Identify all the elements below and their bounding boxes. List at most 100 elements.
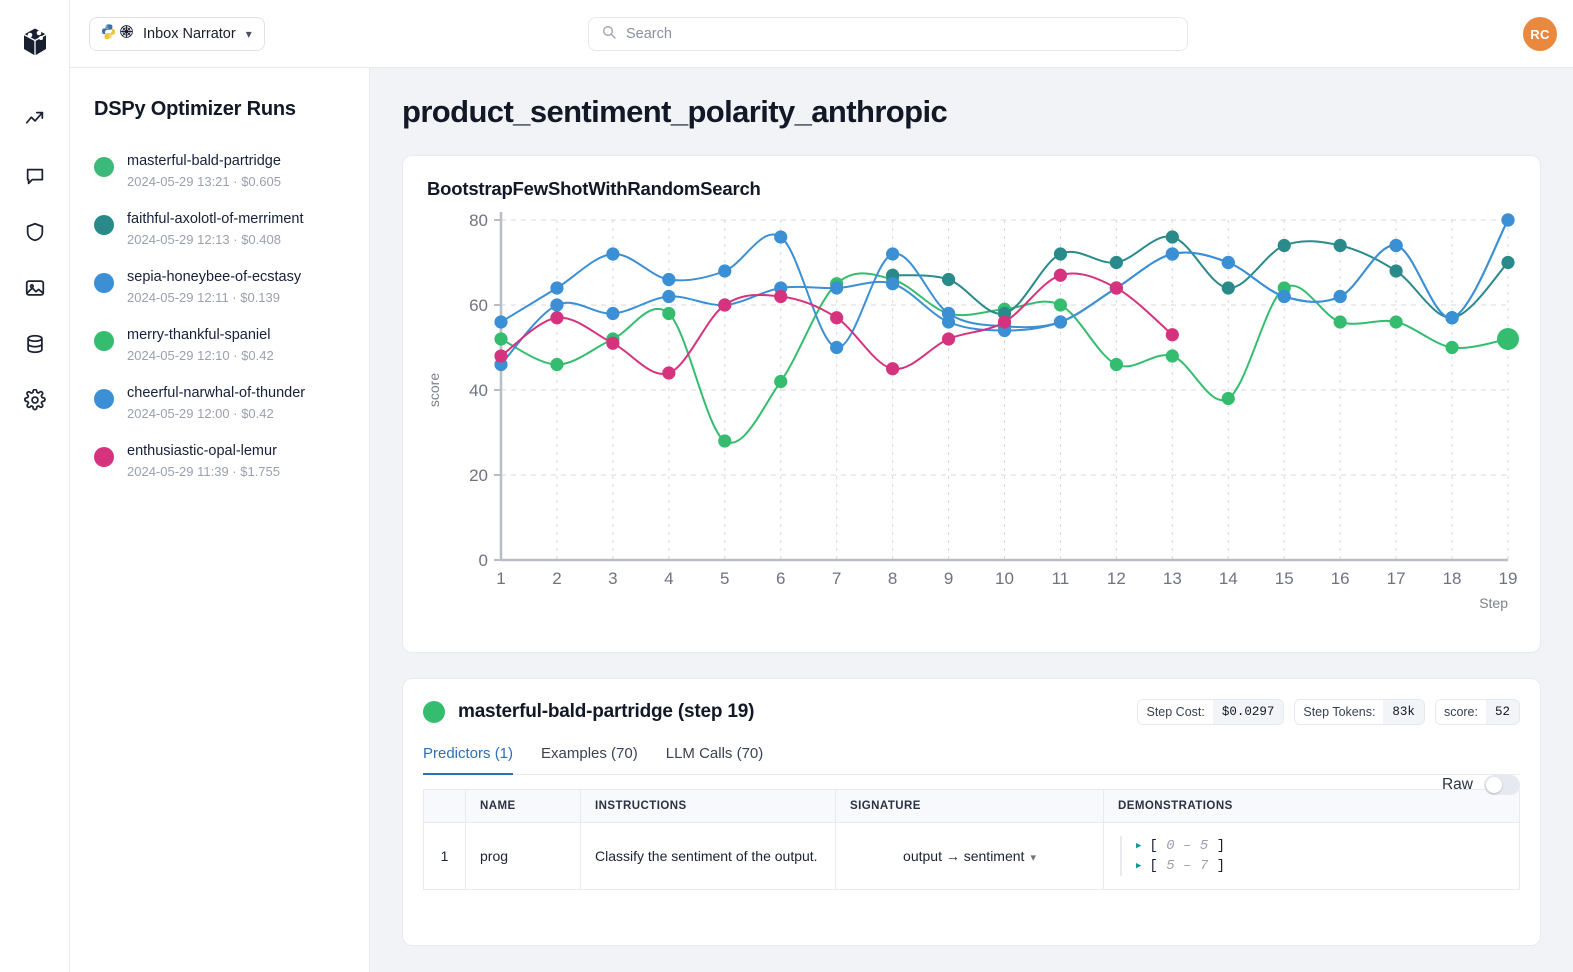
icon-rail	[0, 0, 70, 972]
demonstration-item[interactable]: ▶ [ 5 – 7 ]	[1136, 856, 1505, 876]
sidebar-item-images[interactable]	[13, 260, 57, 316]
detail-tabs: Predictors (1) Examples (70) LLM Calls (70…	[423, 745, 1520, 775]
run-meta: 2024-05-29 12:11 · $0.139	[127, 290, 280, 305]
chat-bubble-icon	[24, 165, 46, 187]
run-meta: 2024-05-29 12:13 · $0.408	[127, 232, 281, 247]
run-list-item[interactable]: enthusiastic-opal-lemur 2024-05-29 11:39 …	[94, 433, 369, 491]
column-header	[423, 789, 466, 823]
svg-text:60: 60	[469, 296, 488, 315]
run-list-item[interactable]: cheerful-narwhal-of-thunder 2024-05-29 12…	[94, 375, 369, 433]
stat-value: $0.0297	[1212, 700, 1284, 724]
svg-text:13: 13	[1163, 569, 1182, 588]
column-header: DEMONSTRATIONS	[1103, 789, 1520, 823]
shield-icon	[24, 221, 46, 243]
svg-text:10: 10	[995, 569, 1014, 588]
svg-text:18: 18	[1443, 569, 1462, 588]
predictor-demonstrations: ▶ [ 0 – 5 ] ▶ [ 5 – 7 ]	[1103, 822, 1520, 890]
stat-value: 83k	[1383, 700, 1424, 724]
svg-text:6: 6	[776, 569, 785, 588]
stat-key: score:	[1435, 700, 1486, 724]
column-header: INSTRUCTIONS	[580, 789, 836, 823]
tab-examples[interactable]: Examples (70)	[541, 745, 638, 762]
tab-predictors[interactable]: Predictors (1)	[423, 745, 514, 775]
run-meta: 2024-05-29 12:00 · $0.42	[127, 406, 274, 421]
top-bar: Inbox Narrator ▾ RC	[70, 0, 1573, 68]
svg-text:80: 80	[469, 211, 488, 230]
run-color-dot	[94, 447, 114, 467]
chevron-down-icon: ▾	[245, 26, 252, 41]
svg-text:11: 11	[1052, 569, 1070, 588]
sidebar-item-analytics[interactable]	[13, 92, 57, 148]
chart-card: BootstrapFewShotWithRandomSearch 0 20 40 60…	[402, 155, 1541, 653]
demonstration-item[interactable]: ▶ [ 0 – 5 ]	[1136, 836, 1505, 856]
chart-title: BootstrapFewShotWithRandomSearch	[427, 178, 761, 199]
sidebar-item-chat[interactable]	[13, 148, 57, 204]
search-icon	[601, 24, 617, 45]
raw-switch[interactable]	[1484, 775, 1520, 795]
trending-up-icon	[24, 109, 46, 131]
sidebar-item-security[interactable]	[13, 204, 57, 260]
svg-text:5: 5	[720, 569, 729, 588]
demonstration-range: [ 0 – 5 ]	[1149, 838, 1226, 854]
raw-toggle-label: Raw	[1441, 776, 1473, 793]
predictor-signature[interactable]: output → sentiment ▾	[835, 822, 1104, 890]
tab-llm[interactable]: LLM Calls (70)	[665, 745, 764, 762]
svg-text:3: 3	[608, 569, 617, 588]
table-header-row: NAME INSTRUCTIONS SIGNATURE DEMONSTRATIONS	[423, 789, 1520, 823]
run-list-item[interactable]: sepia-honeybee-of-ecstasy 2024-05-29 12:1…	[94, 259, 369, 317]
stat-value: 52	[1485, 700, 1519, 724]
run-meta: 2024-05-29 11:39 · $1.755	[127, 464, 280, 479]
run-color-dot	[94, 215, 114, 235]
runs-sidebar: DSPy Optimizer Runs masterful-bald-partr…	[70, 68, 370, 972]
run-detail-card: masterful-bald-partridge (step 19) Step …	[402, 678, 1541, 946]
svg-text:0: 0	[479, 551, 488, 570]
sidebar-item-settings[interactable]	[13, 372, 57, 428]
chevron-down-icon[interactable]: ▾	[1030, 852, 1036, 864]
stat-key: Step Tokens:	[1295, 700, 1384, 724]
search-input[interactable]	[626, 26, 1187, 42]
run-color-dot	[94, 273, 114, 293]
main-content: product_sentiment_polarity_anthropic Boo…	[370, 68, 1573, 972]
table-row: 1 prog Classify the sentiment of the outpu…	[423, 822, 1520, 890]
svg-text:9: 9	[944, 569, 953, 588]
image-icon	[24, 277, 46, 299]
raw-toggle[interactable]: Raw	[1442, 775, 1520, 795]
run-stats: Step Cost: $0.0297 Step Tokens: 83k score: 52	[1137, 699, 1520, 725]
runs-sidebar-title: DSPy Optimizer Runs	[94, 98, 296, 120]
search-box[interactable]	[588, 17, 1188, 51]
table-body: 1 prog Classify the sentiment of the outpu…	[423, 822, 1520, 890]
run-meta: 2024-05-29 13:21 · $0.605	[127, 174, 281, 189]
score-line-chart[interactable]: 0 20 40 60 80 1 2 3 4 5 6 7 8 9 10 11 12 13 14 15 16 17 18 19 sc…	[403, 202, 1542, 650]
box-logo-icon[interactable]	[18, 22, 52, 62]
run-list-item[interactable]: faithful-axolotl-of-merriment 2024-05-29 …	[94, 201, 369, 259]
svg-text:19: 19	[1499, 569, 1518, 588]
run-color-dot	[423, 701, 445, 723]
project-selector-button[interactable]: Inbox Narrator ▾	[89, 16, 265, 51]
expand-triangle-icon[interactable]: ▶	[1136, 861, 1142, 871]
search-container	[588, 17, 1188, 51]
run-name: enthusiastic-opal-lemur	[127, 443, 277, 459]
run-list-item[interactable]: masterful-bald-partridge 2024-05-29 13:21…	[94, 143, 369, 201]
stat-chip: score: 52	[1434, 699, 1520, 725]
svg-text:4: 4	[664, 569, 673, 588]
stat-key: Step Cost:	[1138, 700, 1213, 724]
svg-text:40: 40	[469, 381, 488, 400]
svg-text:7: 7	[832, 569, 841, 588]
avatar[interactable]: RC	[1523, 17, 1557, 51]
stat-chip: Step Cost: $0.0297	[1137, 699, 1285, 725]
sidebar-item-datasets[interactable]	[13, 316, 57, 372]
run-detail-title: masterful-bald-partridge (step 19)	[458, 701, 755, 722]
run-detail-header: masterful-bald-partridge (step 19)	[423, 701, 1520, 723]
expand-triangle-icon[interactable]: ▶	[1136, 841, 1142, 851]
predictors-table: NAME INSTRUCTIONS SIGNATURE DEMONSTRATIONS …	[423, 789, 1520, 890]
svg-text:16: 16	[1331, 569, 1350, 588]
python-icon	[100, 23, 117, 44]
raw-switch-knob	[1486, 777, 1502, 793]
svg-text:1: 1	[496, 569, 505, 588]
svg-text:12: 12	[1107, 569, 1126, 588]
run-list-item[interactable]: merry-thankful-spaniel 2024-05-29 12:10 ·…	[94, 317, 369, 375]
svg-text:Step: Step	[1479, 595, 1508, 611]
openai-icon	[118, 23, 135, 44]
run-name: merry-thankful-spaniel	[127, 327, 271, 343]
